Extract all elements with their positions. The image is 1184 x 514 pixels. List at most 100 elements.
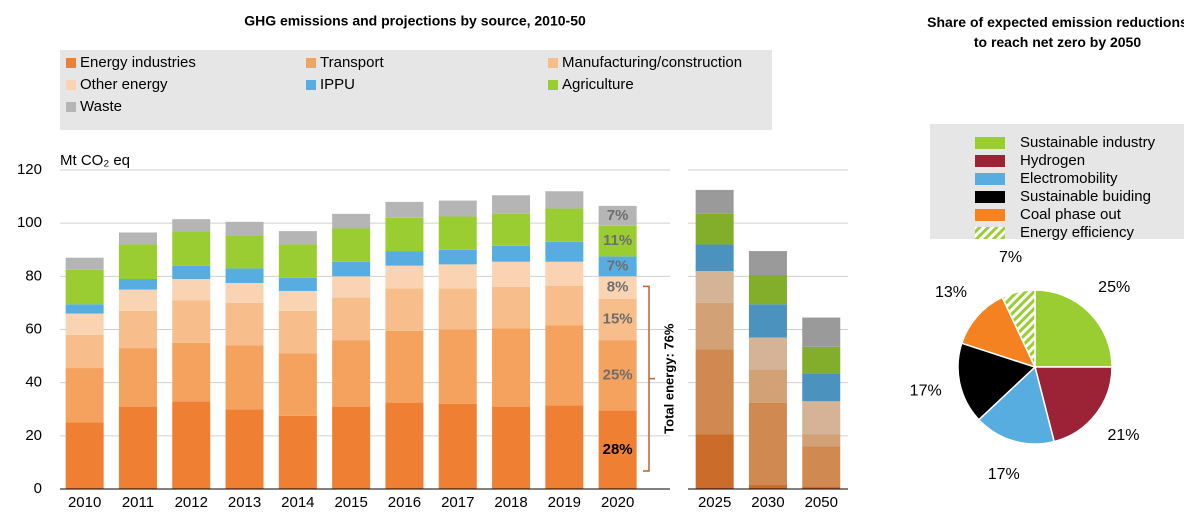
bar-segment (332, 228, 371, 262)
x-tick-label: 2011 (122, 494, 154, 511)
y-axis-label: Mt CO₂ eq (60, 152, 130, 169)
legend-swatch (306, 80, 316, 90)
x-tick-label: 2030 (751, 494, 784, 511)
bar-segment (65, 304, 104, 314)
bar-segment (172, 219, 211, 232)
x-tick-label: 2025 (698, 494, 731, 511)
bar-segment (695, 302, 734, 350)
bar-segment (65, 422, 104, 489)
bar-segment (748, 275, 787, 305)
data-label: 17% (988, 466, 1020, 483)
bar-segment (332, 213, 371, 229)
legend-label: Other energy (80, 76, 168, 93)
legend-label: Waste (80, 98, 122, 115)
bar-segment (748, 337, 787, 370)
bar-segment (695, 213, 734, 245)
data-label: 13% (935, 284, 967, 301)
bar-segment (332, 406, 371, 489)
bar-segment (385, 402, 424, 489)
pie-slice (1034, 289, 1113, 368)
bar-segment (492, 261, 531, 287)
x-tick-label: 2017 (441, 494, 474, 511)
bar-segment (492, 245, 531, 262)
bar-segment (598, 276, 637, 299)
x-tick-label: 2013 (228, 494, 261, 511)
bar-segment (172, 401, 211, 489)
bar-segment (545, 241, 584, 262)
legend-label: Hydrogen (1020, 152, 1085, 169)
bracket-label: Total energy: 76% (661, 323, 676, 434)
bar-segment (332, 261, 371, 277)
legend-swatch (975, 137, 1005, 149)
pie-slice (960, 296, 1037, 369)
bar-segment (598, 410, 637, 489)
data-label: 25% (1098, 279, 1130, 296)
chart-title: GHG emissions and projections by source,… (244, 13, 586, 29)
bar-segment (172, 278, 211, 301)
bar-segment (385, 330, 424, 403)
annotation: 11% (603, 232, 632, 249)
legend-swatch (548, 58, 558, 68)
bar-segment (118, 310, 157, 349)
bar-segment (172, 265, 211, 279)
legend-swatch (975, 173, 1005, 185)
bar-segment (172, 342, 211, 402)
bar-segment (278, 415, 317, 489)
bar-segment (278, 244, 317, 278)
y-tick-label: 20 (25, 427, 42, 444)
bar-segment (225, 221, 264, 236)
bar-segment (492, 406, 531, 489)
bar-segment (118, 406, 157, 489)
y-tick-label: 80 (25, 267, 42, 284)
bar-segment (385, 288, 424, 331)
bar-segment (695, 271, 734, 303)
bar-segment (598, 256, 637, 277)
legend-swatch (66, 58, 76, 68)
bar-segment (438, 216, 477, 250)
legend-label: IPPU (320, 76, 355, 93)
projection-bars (695, 189, 841, 489)
bar-segment (65, 313, 104, 335)
bar-segment (278, 353, 317, 416)
legend-swatch (975, 227, 1005, 239)
bar-segment (695, 434, 734, 489)
legend-label: Sustainable buiding (1020, 188, 1151, 205)
legend-swatch (66, 80, 76, 90)
bar-segment (65, 269, 104, 305)
bar-segment (225, 409, 264, 489)
x-tick-label: 2015 (334, 494, 367, 511)
bar-segment (332, 276, 371, 298)
data-label: 17% (910, 383, 942, 400)
bar-segment (598, 225, 637, 257)
bar-segment (695, 189, 734, 214)
legend-label: Transport (320, 54, 384, 71)
bar-segment (225, 235, 264, 269)
bar-segment (385, 217, 424, 252)
annotation: 8% (607, 279, 629, 296)
bar-segment (278, 310, 317, 354)
bar-segment (545, 191, 584, 209)
bar-segment (545, 405, 584, 489)
bar-segment (118, 348, 157, 407)
y-tick-label: 0 (34, 480, 42, 497)
bar-segment (545, 261, 584, 286)
legend-label: Energy efficiency (1020, 224, 1134, 241)
legend-label: Agriculture (562, 76, 634, 93)
annotation: 28% (603, 441, 633, 458)
x-tick-label: 2014 (281, 494, 314, 511)
bar-segment (225, 268, 264, 283)
x-tick-label: 2012 (175, 494, 208, 511)
bar-segment (438, 329, 477, 404)
bar-segment (385, 265, 424, 289)
bar-segment (492, 286, 531, 329)
x-tick-label: 2018 (494, 494, 527, 511)
bar-segment (438, 249, 477, 265)
y-tick-label: 120 (17, 161, 42, 178)
bar-segment (438, 288, 477, 330)
bar-segment (65, 334, 104, 369)
bar-segment (598, 340, 637, 411)
bar-segment (118, 278, 157, 290)
x-tick-label: 2020 (601, 494, 634, 511)
bar-segment (225, 302, 264, 346)
